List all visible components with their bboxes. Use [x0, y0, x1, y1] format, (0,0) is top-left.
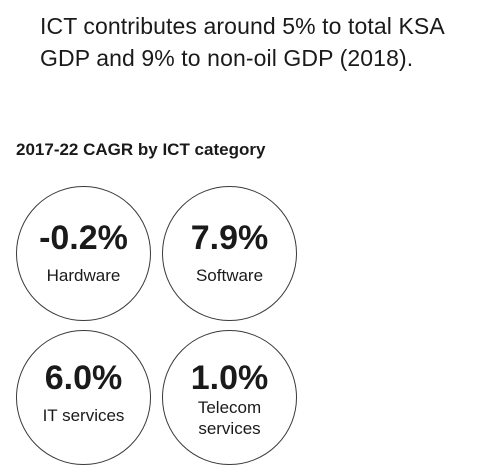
telecom-services-value: 1.0% [190, 359, 269, 397]
it-services-label: IT services [42, 406, 125, 425]
headline-line-1: ICT contributes around 5% to total KSA [40, 13, 445, 39]
headline-line-2: GDP and 9% to non-oil GDP (2018). [40, 45, 414, 71]
software-value: 7.9% [190, 219, 269, 257]
telecom-services-label-line-2: services [198, 419, 261, 438]
telecom-services-label-line-1: Telecom [197, 398, 262, 417]
telecom-services-circle: 1.0% Telecom services [162, 330, 297, 465]
software-label: Software [195, 266, 264, 285]
hardware-circle: -0.2% Hardware [16, 186, 151, 321]
it-services-circle: 6.0% IT services [16, 330, 151, 465]
headline: ICT contributes around 5% to total KSA G… [40, 10, 480, 74]
cagr-subtitle: 2017-22 CAGR by ICT category [16, 140, 266, 159]
hardware-label: Hardware [46, 266, 121, 285]
it-services-value: 6.0% [44, 359, 123, 397]
telecom-services-label: Telecom services [163, 397, 296, 439]
hardware-value: -0.2% [39, 219, 128, 257]
software-circle: 7.9% Software [162, 186, 297, 321]
